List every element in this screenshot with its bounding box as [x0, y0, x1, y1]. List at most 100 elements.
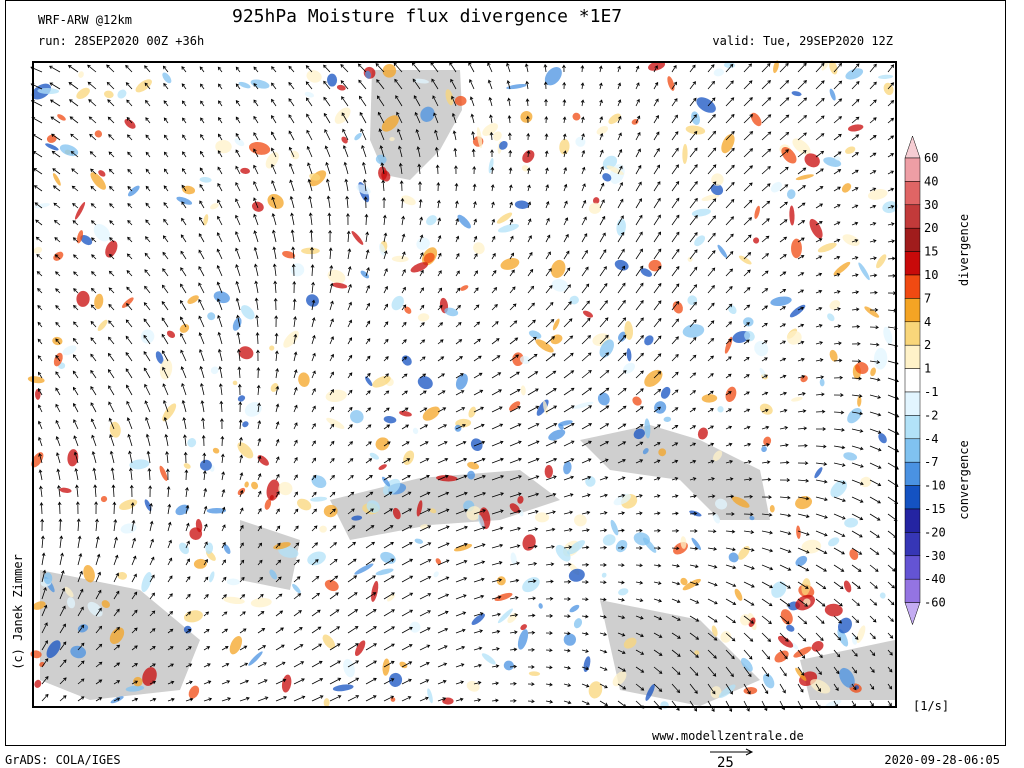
flux-blob	[325, 389, 347, 403]
flux-blob	[269, 569, 278, 580]
flux-blob	[510, 552, 517, 565]
flux-blob	[433, 571, 439, 578]
flux-blob	[608, 113, 621, 125]
flux-blob	[574, 514, 587, 527]
flux-blob	[240, 167, 251, 174]
flux-blob	[401, 195, 416, 206]
flux-blob	[648, 259, 662, 272]
flux-blob	[319, 525, 327, 533]
flux-blob	[694, 235, 706, 247]
flux-blob	[856, 625, 866, 644]
flux-blob	[332, 684, 354, 692]
flux-blob	[520, 110, 533, 123]
flux-blob	[413, 78, 429, 84]
flux-blob	[237, 442, 254, 459]
software-label: GrADS: COLA/IGES	[5, 753, 121, 767]
flux-blob	[781, 147, 797, 164]
flux-blob	[821, 61, 829, 71]
flux-blob	[403, 450, 415, 465]
flux-blob	[618, 588, 629, 596]
flux-blob	[496, 212, 513, 224]
colorbar-box	[904, 415, 921, 440]
colorbar-tick-label: -40	[924, 572, 946, 586]
flux-blob	[109, 627, 125, 644]
scandinavia	[370, 70, 462, 180]
flux-blob	[660, 386, 671, 399]
colorbar-tick-label: 30	[924, 198, 938, 212]
flux-blob	[845, 68, 864, 80]
colorbar-tick-label: 1	[924, 362, 931, 376]
flux-blob	[610, 519, 619, 536]
website: www.modellzentrale.de	[652, 729, 804, 743]
flux-blob	[738, 255, 752, 265]
flux-blob	[83, 565, 95, 583]
flux-blob	[369, 452, 379, 460]
flux-blob	[278, 545, 299, 558]
flux-blob	[613, 493, 631, 506]
flux-blob	[731, 496, 750, 508]
flux-blob	[710, 686, 722, 699]
flux-blob	[696, 97, 716, 113]
flux-blob	[471, 613, 485, 625]
flux-blob	[687, 256, 693, 262]
flux-blob	[509, 401, 521, 412]
flux-blob	[754, 341, 769, 357]
colorbar-box	[904, 251, 921, 276]
flux-blob	[351, 515, 363, 521]
flux-blob	[721, 134, 735, 154]
flux-blob	[534, 512, 550, 523]
flux-blob	[117, 571, 128, 580]
flux-blob	[548, 429, 566, 441]
flux-blob	[644, 418, 651, 439]
flux-blob	[509, 503, 520, 513]
flux-blob	[454, 543, 473, 552]
flux-blob	[159, 465, 168, 482]
flux-blob	[842, 234, 860, 246]
flux-blob	[382, 658, 390, 676]
flux-blob	[825, 699, 842, 708]
flux-blob	[417, 313, 430, 322]
flux-blob	[159, 358, 173, 380]
flux-blob	[520, 385, 526, 396]
flux-blob	[497, 223, 519, 233]
colorbar-label-bottom: convergence	[957, 440, 971, 519]
flux-blob	[592, 197, 600, 205]
flux-blob	[718, 684, 736, 698]
colorbar-tick-label: -60	[924, 596, 946, 610]
flux-blob	[87, 601, 103, 617]
flux-blob	[53, 251, 64, 261]
flux-blob	[35, 388, 41, 400]
colorbar-box	[904, 578, 921, 603]
flux-blob	[544, 465, 553, 479]
flux-blob	[360, 270, 370, 279]
flux-blob	[642, 448, 649, 455]
flux-blob	[517, 629, 529, 650]
flux-blob	[791, 396, 803, 402]
colorbar-triangle-top	[904, 135, 921, 159]
flux-blob	[93, 223, 111, 242]
flux-blob	[389, 137, 395, 142]
flux-blob	[520, 624, 527, 631]
flux-blob	[691, 111, 701, 125]
flux-blob	[769, 504, 775, 513]
colorbar-tick-label: 15	[924, 245, 938, 259]
colorbar-tick-label: 10	[924, 268, 938, 282]
flux-blob	[45, 143, 59, 151]
flux-blob	[572, 112, 581, 121]
flux-blob	[311, 475, 327, 489]
flux-blob	[710, 183, 724, 196]
flux-blob	[743, 317, 754, 327]
flux-blob	[371, 580, 379, 602]
wind-vectors	[30, 61, 900, 712]
flux-blob	[422, 406, 440, 421]
flux-blob	[210, 366, 219, 375]
flux-blob	[391, 255, 409, 263]
flux-blob	[292, 583, 301, 594]
colorbar-box	[904, 368, 921, 393]
flux-blob	[626, 348, 632, 362]
flux-blob	[445, 89, 454, 106]
flux-blob	[290, 150, 300, 160]
flux-blob	[242, 421, 249, 428]
vector-scale-label: 25	[717, 755, 734, 768]
flux-blob	[873, 347, 888, 370]
